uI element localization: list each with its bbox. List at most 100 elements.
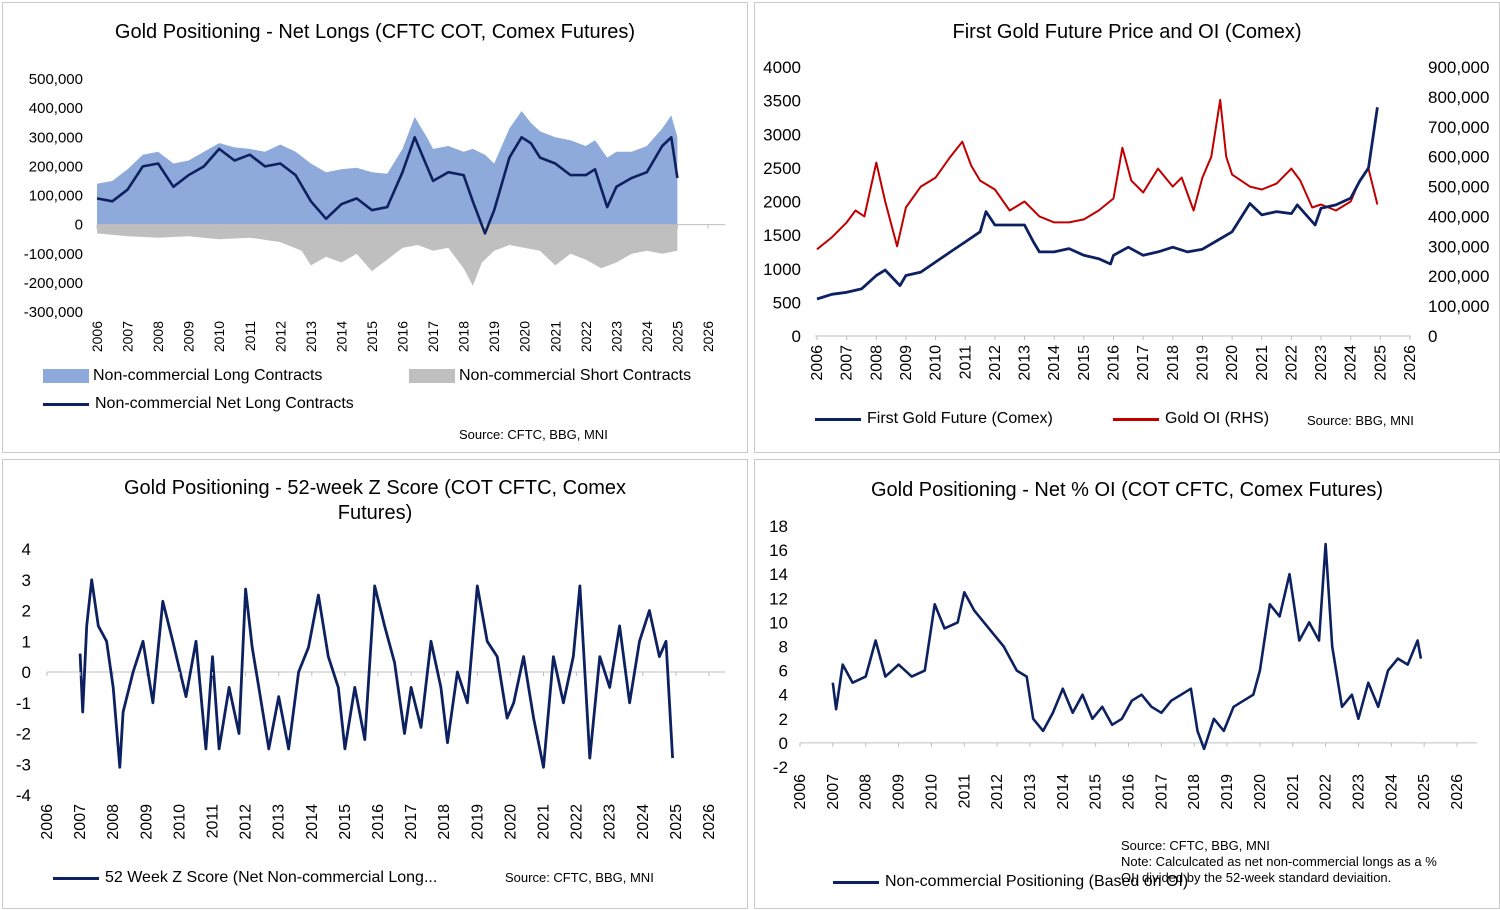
x-tick-label: 2022 — [578, 321, 594, 352]
x-tick-label: 2011 — [242, 321, 258, 351]
long-contracts-area — [97, 111, 678, 225]
x-tick-label: 2020 — [502, 804, 519, 840]
x-tick-label: 2020 — [1224, 345, 1241, 381]
x-tick-label: 2012 — [987, 345, 1004, 381]
x-tick-label: 2013 — [303, 321, 319, 352]
y-right-tick-label: 400,000 — [1428, 207, 1489, 226]
source-note: Source: CFTC, BBG, MNI — [459, 427, 608, 442]
legend-zscore-swatch — [53, 876, 99, 880]
legend-oi: Gold OI (RHS) — [1113, 410, 1269, 428]
x-tick-label: 2014 — [1046, 345, 1063, 381]
y-right-tick-label: 800,000 — [1428, 88, 1489, 107]
x-tick-label: 2020 — [1252, 774, 1269, 810]
x-tick-label: 2025 — [1372, 345, 1389, 381]
x-tick-label: 2019 — [1219, 774, 1236, 810]
zscore-line — [78, 578, 674, 769]
x-tick-label: 2022 — [1283, 345, 1300, 381]
y-tick-label: 1 — [22, 632, 31, 651]
y-tick-label: -2 — [773, 758, 788, 777]
x-tick-label: 2013 — [271, 804, 288, 840]
legend-long-swatch — [43, 369, 89, 383]
y-tick-label: 300,000 — [29, 129, 83, 146]
x-tick-label: 2024 — [635, 804, 652, 840]
y-tick-label: 10 — [769, 613, 788, 632]
y-tick-label: 16 — [769, 541, 788, 560]
x-tick-label: 2016 — [370, 804, 387, 840]
x-tick-label: 2007 — [120, 321, 136, 352]
y-left-tick-label: 2500 — [763, 159, 801, 178]
note-line-2: OI, divided by the 52-week standard devi… — [1121, 870, 1392, 885]
y-tick-label: 2 — [779, 710, 788, 729]
x-tick-label: 2018 — [1186, 774, 1203, 810]
source-note: Source: CFTC, BBG, MNI — [505, 870, 654, 885]
x-tick-label: 2008 — [858, 774, 875, 810]
net-long-line — [96, 136, 679, 235]
y-tick-label: 2 — [22, 602, 31, 621]
x-tick-label: 2026 — [1402, 345, 1419, 381]
y-left-tick-label: 1000 — [763, 260, 801, 279]
x-tick-label: 2025 — [669, 321, 685, 352]
x-tick-label: 2026 — [700, 321, 716, 352]
legend-long: Non-commercial Long Contracts — [43, 367, 322, 385]
y-tick-label: 0 — [22, 663, 31, 682]
note-line-1: Note: Calculcated as net non-commercial … — [1121, 854, 1437, 869]
x-tick-label: 2009 — [181, 321, 197, 352]
y-tick-label: 6 — [779, 662, 788, 681]
x-tick-label: 2009 — [138, 804, 155, 840]
legend-zscore-label: 52 Week Z Score (Net Non-commercial Long… — [105, 869, 438, 886]
y-tick-label: 0 — [779, 734, 788, 753]
y-tick-label: -300,000 — [24, 304, 83, 321]
x-tick-label: 2015 — [1088, 774, 1105, 810]
x-tick-label: 2017 — [1153, 774, 1170, 810]
x-tick-label: 2007 — [72, 804, 89, 840]
x-tick-label: 2016 — [1121, 774, 1138, 810]
x-tick-label: 2006 — [89, 321, 105, 352]
x-tick-label: 2021 — [1254, 345, 1271, 381]
x-tick-label: 2021 — [1285, 774, 1302, 810]
legend-positioning-swatch — [833, 880, 879, 884]
x-tick-label: 2010 — [211, 321, 227, 352]
x-tick-label: 2014 — [333, 321, 349, 352]
gold-future-line — [816, 107, 1379, 301]
zscore-chart: 4 3 2 1 0 -1 -2 -3 -4 2006 2007 2008 2009 2010 2011 201… — [16, 540, 725, 840]
legend-net-swatch — [43, 402, 89, 406]
x-tick-label: 2009 — [891, 774, 908, 810]
x-tick-label: 2024 — [639, 321, 655, 352]
chart-title-line-2: Futures) — [337, 502, 413, 524]
price-oi-chart: 4000 3500 3000 2500 2000 1500 1000 500 0 900,000 8… — [763, 58, 1489, 381]
legend-positioning: Non-commercial Positioning (Based on OI) — [833, 873, 1188, 891]
legend-short-label: Non-commercial Short Contracts — [459, 367, 692, 384]
x-tick-label: 2024 — [1383, 774, 1400, 810]
x-tick-label: 2026 — [1449, 774, 1466, 810]
x-tick-label: 2023 — [608, 321, 624, 352]
y-right-tick-label: 200,000 — [1428, 267, 1489, 286]
legend-positioning-label: Non-commercial Positioning (Based on OI) — [885, 873, 1189, 890]
legend-oi-swatch — [1113, 417, 1159, 421]
y-right-tick-label: 100,000 — [1428, 297, 1489, 316]
legend-net: Non-commercial Net Long Contracts — [43, 395, 354, 413]
chart-title: Gold Positioning - Net % OI (COT CFTC, C… — [871, 479, 1383, 501]
x-tick-label: 2010 — [928, 345, 945, 381]
legend-zscore: 52 Week Z Score (Net Non-commercial Long… — [53, 869, 437, 887]
x-tick-label: 2021 — [547, 321, 563, 352]
x-tick-label: 2012 — [272, 321, 288, 352]
y-right-tick-label: 900,000 — [1428, 58, 1489, 77]
x-tick-label: 2015 — [1076, 345, 1093, 381]
x-tick-label: 2011 — [956, 774, 973, 809]
legend-future-swatch — [815, 417, 861, 421]
x-tick-label: 2008 — [868, 345, 885, 381]
net-longs-chart: 500,000 400,000 300,000 200,000 100,000 0 -100… — [24, 71, 725, 352]
x-tick-label: 2017 — [1135, 345, 1152, 381]
x-tick-label: 2022 — [569, 804, 586, 840]
x-tick-label: 2017 — [425, 321, 441, 352]
x-tick-label: 2019 — [469, 804, 486, 840]
y-tick-label: 400,000 — [29, 100, 83, 117]
positioning-line — [831, 542, 1423, 751]
y-left-tick-label: 3000 — [763, 125, 801, 144]
x-tick-label: 2013 — [1017, 345, 1034, 381]
zscore-chart-panel: Gold Positioning - 52-week Z Score (COT … — [2, 459, 748, 909]
y-tick-label: 3 — [22, 571, 31, 590]
x-tick-label: 2015 — [337, 804, 354, 840]
x-tick-label: 2023 — [602, 804, 619, 840]
